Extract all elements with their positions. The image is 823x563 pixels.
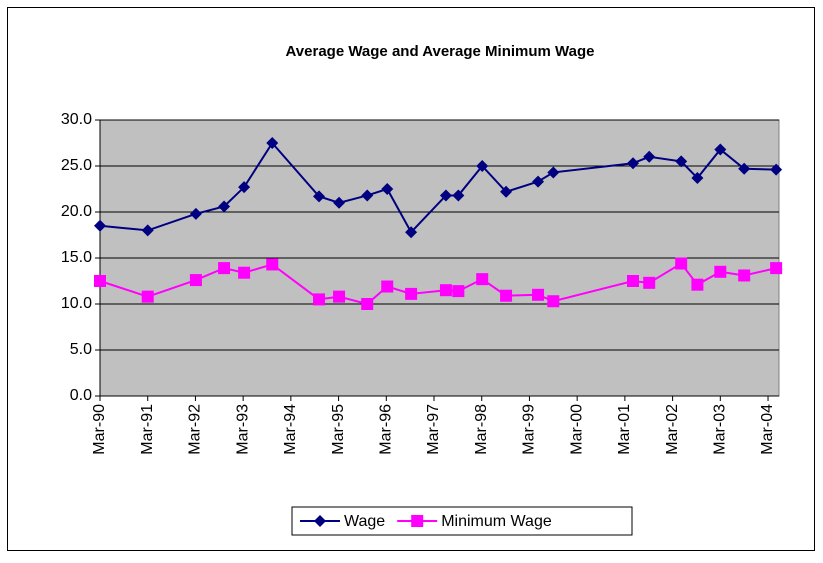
x-tick-label: Mar-90 <box>91 404 108 455</box>
marker <box>500 185 513 198</box>
marker <box>238 181 251 194</box>
marker <box>691 171 704 184</box>
marker <box>141 224 154 237</box>
marker <box>439 189 452 202</box>
marker <box>691 278 704 291</box>
legend-label: Wage <box>344 513 385 530</box>
marker <box>547 295 560 308</box>
marker <box>626 275 639 287</box>
marker <box>333 196 346 209</box>
marker <box>238 266 251 279</box>
marker <box>738 162 751 175</box>
x-tick-label: Mar-98 <box>473 404 490 455</box>
marker <box>770 163 783 176</box>
marker <box>189 207 202 220</box>
marker <box>266 137 279 149</box>
marker <box>547 166 560 179</box>
marker <box>738 269 751 282</box>
marker <box>411 515 424 527</box>
marker <box>189 274 202 287</box>
marker <box>361 189 374 202</box>
marker <box>675 155 688 168</box>
x-tick-label: Mar-99 <box>521 404 538 455</box>
marker <box>313 293 326 306</box>
marker <box>439 284 452 297</box>
marker <box>714 265 727 278</box>
y-tick-label: 15.0 <box>61 249 92 266</box>
marker <box>626 157 639 170</box>
y-tick-label: 30.0 <box>61 111 92 128</box>
marker <box>218 200 231 213</box>
x-tick-label: Mar-01 <box>616 404 633 455</box>
marker <box>361 298 374 310</box>
legend <box>291 506 633 536</box>
y-tick-label: 25.0 <box>61 157 92 174</box>
marker <box>452 285 465 298</box>
x-tick-label: Mar-95 <box>330 404 347 455</box>
marker <box>94 275 106 287</box>
marker <box>714 143 727 156</box>
marker <box>675 257 688 270</box>
marker <box>770 262 783 275</box>
x-tick-label: Mar-00 <box>568 404 585 455</box>
marker <box>313 190 326 203</box>
x-tick-label: Mar-96 <box>378 404 395 455</box>
x-tick-label: Mar-97 <box>425 404 442 455</box>
marker <box>452 189 465 202</box>
x-tick-label: Mar-93 <box>234 404 251 455</box>
marker <box>266 258 279 271</box>
marker <box>333 290 346 303</box>
chart-title: Average Wage and Average Minimum Wage <box>286 43 595 60</box>
marker <box>476 160 489 172</box>
marker <box>405 226 418 239</box>
x-tick-label: Mar-04 <box>759 404 776 455</box>
marker <box>532 288 545 301</box>
marker <box>94 219 106 232</box>
x-tick-label: Mar-94 <box>282 404 299 455</box>
y-tick-label: 20.0 <box>61 203 92 220</box>
x-tick-label: Mar-92 <box>187 404 204 455</box>
marker <box>500 289 513 302</box>
marker <box>405 287 418 300</box>
x-tick-label: Mar-91 <box>139 404 156 455</box>
y-tick-label: 5.0 <box>70 341 92 358</box>
marker <box>381 280 394 293</box>
marker <box>314 515 326 527</box>
marker <box>218 262 231 275</box>
y-tick-label: 0.0 <box>70 387 92 404</box>
marker <box>381 183 394 195</box>
marker <box>643 150 656 163</box>
y-tick-label: 10.0 <box>61 295 92 312</box>
marker <box>532 175 545 188</box>
marker <box>643 276 656 289</box>
marker <box>476 273 489 286</box>
x-tick-label: Mar-02 <box>664 404 681 455</box>
marker <box>141 290 154 303</box>
legend-label: Minimum Wage <box>441 513 552 530</box>
x-tick-label: Mar-03 <box>712 404 729 455</box>
